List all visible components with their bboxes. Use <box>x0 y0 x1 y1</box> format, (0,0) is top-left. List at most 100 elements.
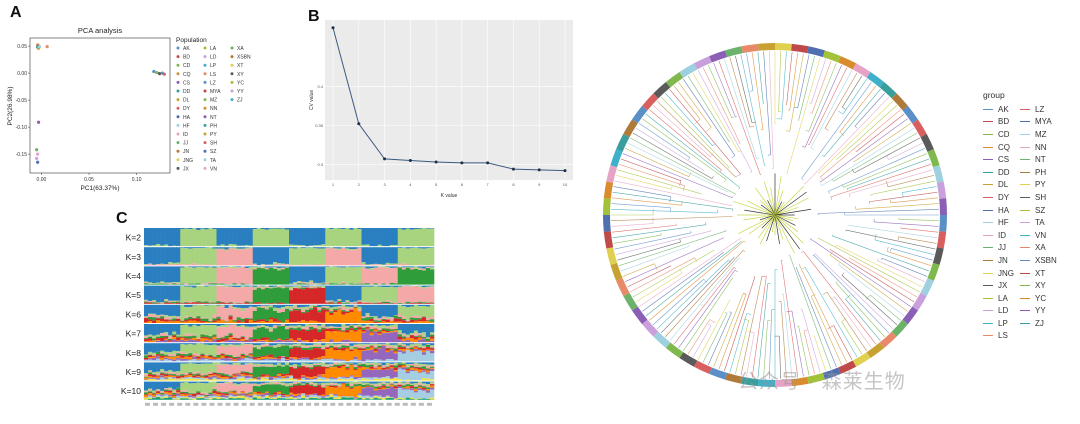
admixture-segment <box>160 333 165 336</box>
admixture-segment <box>337 266 342 268</box>
admixture-segment <box>268 394 274 396</box>
admixture-segment <box>168 362 173 370</box>
admixture-segment <box>381 266 386 268</box>
admixture-segment <box>164 354 169 356</box>
admixture-segment <box>377 324 382 326</box>
tree-legend-label: TA <box>1035 218 1045 228</box>
tree-leaf-branch <box>611 216 733 222</box>
tree-legend-swatch <box>983 285 993 287</box>
admixture-segment <box>337 381 342 384</box>
admixture-segment <box>421 315 427 317</box>
admixture-xtick <box>201 402 207 406</box>
tree-leaf-branch <box>789 52 799 111</box>
tree-ring-segment <box>631 306 648 325</box>
admixture-segment <box>176 371 181 374</box>
admixture-segment <box>409 367 415 369</box>
admixture-segment <box>421 364 427 366</box>
admixture-segment <box>224 308 229 322</box>
admixture-segment <box>405 388 411 390</box>
admixture-segment <box>325 358 330 362</box>
admixture-segment <box>156 304 161 315</box>
admixture-segment <box>369 385 374 387</box>
tree-legend-swatch <box>1020 234 1030 236</box>
tree-internal-branch <box>774 214 795 254</box>
admixture-segment <box>305 266 310 283</box>
admixture-segment <box>337 285 342 300</box>
pca-legend-marker <box>203 132 207 136</box>
admixture-segment <box>341 314 346 323</box>
admixture-segment <box>293 305 298 307</box>
admixture-segment <box>333 343 338 345</box>
admixture-segment <box>425 337 431 339</box>
admixture-segment <box>365 320 370 323</box>
admixture-segment <box>256 347 262 350</box>
admixture-segment <box>357 306 362 310</box>
admixture-segment <box>156 375 161 377</box>
admixture-segment <box>264 228 270 230</box>
admixture-segment <box>361 304 366 317</box>
admixture-segment <box>301 378 306 381</box>
tree-internal-branch <box>774 176 782 216</box>
admixture-segment <box>232 337 237 340</box>
tree-internal-branch <box>774 214 800 250</box>
admixture-segment <box>184 379 189 381</box>
admixture-segment <box>176 228 181 246</box>
admixture-segment <box>212 228 217 247</box>
pca-legend-label: CQ <box>183 72 191 78</box>
admixture-segment <box>232 379 237 381</box>
admixture-segment <box>232 307 237 309</box>
admixture-segment <box>164 332 169 334</box>
admixture-segment <box>156 381 161 390</box>
admixture-segment <box>268 345 274 347</box>
admixture-segment <box>329 307 334 310</box>
admixture-segment <box>349 266 354 268</box>
admixture-segment <box>216 379 221 381</box>
admixture-segment <box>341 359 346 361</box>
tree-legend-swatch <box>983 133 993 135</box>
admixture-segment <box>329 304 334 308</box>
admixture-segment <box>224 395 229 398</box>
admixture-segment <box>389 327 395 330</box>
admixture-segment <box>260 285 266 287</box>
admixture-segment <box>244 374 250 376</box>
admixture-segment <box>309 326 314 330</box>
admixture-segment <box>353 370 358 378</box>
admixture-segment <box>248 318 254 320</box>
admixture-segment <box>216 304 221 306</box>
admixture-segment <box>156 266 161 283</box>
admixture-segment <box>309 245 314 247</box>
admixture-segment <box>421 390 427 399</box>
admixture-segment <box>184 372 189 375</box>
admixture-segment <box>200 304 205 318</box>
admixture-segment <box>244 328 250 340</box>
admixture-segment <box>353 381 358 384</box>
admixture-segment <box>301 381 306 384</box>
admixture-segment <box>401 324 407 334</box>
admixture-segment <box>349 365 354 376</box>
admixture-segment <box>361 344 366 346</box>
admixture-segment <box>305 384 310 395</box>
admixture-xtick <box>153 402 159 406</box>
admixture-segment <box>260 247 266 264</box>
admixture-segment <box>204 229 209 247</box>
admixture-segment <box>280 398 286 400</box>
pca-point <box>157 72 162 76</box>
admixture-segment <box>152 228 157 246</box>
admixture-segment <box>401 365 407 368</box>
admixture-segment <box>168 375 173 378</box>
admixture-segment <box>353 324 358 326</box>
admixture-segment <box>252 268 258 270</box>
admixture-segment <box>204 267 209 284</box>
pca-legend-label: DL <box>183 98 190 104</box>
admixture-segment <box>313 288 318 304</box>
admixture-segment <box>176 283 181 285</box>
admixture-segment <box>220 266 225 268</box>
admixture-segment <box>421 387 427 390</box>
admixture-segment <box>208 381 213 393</box>
admixture-segment <box>228 324 233 334</box>
admixture-segment <box>317 286 322 288</box>
admixture-segment <box>317 360 322 362</box>
admixture-segment <box>293 327 298 329</box>
admixture-segment <box>365 344 370 346</box>
admixture-segment <box>284 375 290 377</box>
